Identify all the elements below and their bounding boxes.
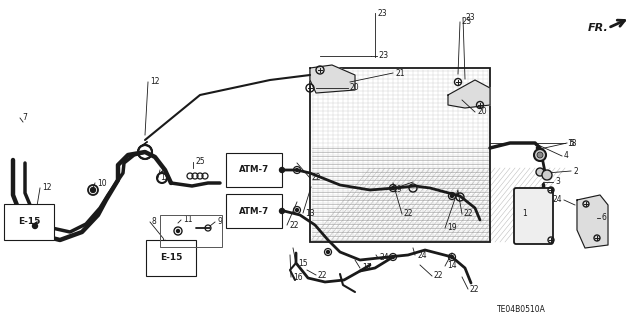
Circle shape bbox=[296, 168, 298, 172]
Circle shape bbox=[392, 187, 394, 189]
Text: 16: 16 bbox=[293, 272, 303, 281]
Text: 2: 2 bbox=[573, 167, 578, 175]
Text: 22: 22 bbox=[470, 285, 479, 293]
Text: 22: 22 bbox=[434, 271, 444, 280]
Text: 17: 17 bbox=[362, 263, 372, 272]
Text: 20: 20 bbox=[350, 84, 360, 93]
Circle shape bbox=[296, 209, 298, 211]
Circle shape bbox=[33, 224, 38, 228]
Text: 9: 9 bbox=[217, 218, 222, 226]
Circle shape bbox=[280, 209, 285, 213]
Text: 13: 13 bbox=[305, 209, 315, 218]
Text: 19: 19 bbox=[447, 224, 456, 233]
Text: E-15: E-15 bbox=[18, 218, 40, 226]
Text: 23: 23 bbox=[461, 18, 471, 26]
Text: 20: 20 bbox=[477, 108, 486, 116]
Text: 1: 1 bbox=[522, 209, 527, 218]
Text: ATM-7: ATM-7 bbox=[239, 206, 269, 216]
Text: 22: 22 bbox=[404, 210, 413, 219]
Polygon shape bbox=[448, 80, 490, 108]
Circle shape bbox=[542, 170, 552, 180]
Circle shape bbox=[29, 220, 41, 232]
Text: 12: 12 bbox=[150, 78, 159, 86]
Bar bbox=[160, 215, 222, 247]
Text: 7: 7 bbox=[22, 114, 27, 122]
Text: E-15: E-15 bbox=[160, 254, 182, 263]
Text: 3: 3 bbox=[555, 177, 560, 187]
Text: 18: 18 bbox=[567, 138, 577, 147]
Text: 6: 6 bbox=[602, 213, 607, 222]
Text: FR.: FR. bbox=[588, 23, 609, 33]
Text: 12: 12 bbox=[42, 183, 51, 192]
Text: 12: 12 bbox=[160, 174, 170, 182]
FancyBboxPatch shape bbox=[514, 188, 553, 244]
Circle shape bbox=[392, 256, 394, 258]
Text: TE04B0510A: TE04B0510A bbox=[497, 306, 546, 315]
Text: 25: 25 bbox=[195, 158, 205, 167]
Text: 21: 21 bbox=[395, 69, 404, 78]
Text: 19: 19 bbox=[392, 186, 402, 195]
Circle shape bbox=[90, 188, 95, 192]
Circle shape bbox=[326, 250, 330, 254]
Circle shape bbox=[280, 167, 285, 173]
Text: 15: 15 bbox=[298, 258, 308, 268]
Polygon shape bbox=[310, 65, 355, 93]
Text: 11: 11 bbox=[183, 216, 193, 225]
Text: 23: 23 bbox=[377, 9, 387, 18]
Circle shape bbox=[534, 149, 546, 161]
Polygon shape bbox=[577, 195, 608, 248]
Text: 22: 22 bbox=[464, 210, 474, 219]
Text: ATM-7: ATM-7 bbox=[239, 166, 269, 174]
Text: 5: 5 bbox=[569, 138, 574, 147]
Bar bbox=[310, 68, 490, 242]
Circle shape bbox=[451, 256, 454, 258]
Circle shape bbox=[177, 229, 179, 233]
Text: 24: 24 bbox=[380, 254, 390, 263]
Text: 24: 24 bbox=[417, 250, 427, 259]
Text: 22: 22 bbox=[312, 174, 321, 182]
Text: 4: 4 bbox=[564, 152, 569, 160]
Text: 22: 22 bbox=[289, 220, 298, 229]
Text: 23: 23 bbox=[465, 13, 475, 23]
Text: 14: 14 bbox=[447, 262, 456, 271]
Text: 22: 22 bbox=[318, 271, 328, 279]
Text: 23: 23 bbox=[378, 51, 388, 61]
Text: 24: 24 bbox=[552, 196, 562, 204]
Circle shape bbox=[536, 168, 544, 176]
Text: 10: 10 bbox=[97, 179, 107, 188]
Circle shape bbox=[451, 195, 454, 197]
Circle shape bbox=[537, 152, 543, 158]
Text: 8: 8 bbox=[152, 218, 157, 226]
